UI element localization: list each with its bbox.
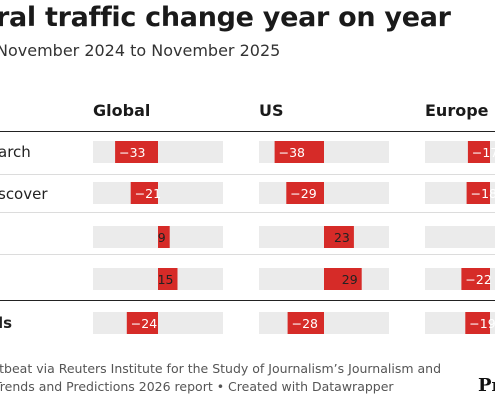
bar-us-2: [324, 226, 354, 248]
publisher-logo: Pr: [477, 375, 495, 396]
bar-us-0: [274, 141, 324, 163]
data-label-europe-3: −22: [465, 272, 491, 287]
bar-europe-4: [465, 312, 490, 334]
data-label-europe-0: −17: [472, 145, 495, 160]
bar-track: [425, 226, 495, 248]
column-header-us: US: [259, 101, 284, 120]
bar-europe-1: [466, 182, 490, 204]
bar-global-2: [158, 226, 170, 248]
row-label-discover: scover: [0, 185, 48, 203]
totals-divider: [0, 300, 495, 301]
column-header-global: Global: [93, 101, 151, 120]
header-divider: [0, 131, 495, 132]
column-header-europe: Europe: [425, 101, 489, 120]
bar-global-3: [158, 268, 178, 290]
data-label-global-2: 9: [158, 230, 166, 245]
row-divider: [0, 212, 495, 213]
bar-global-0: [115, 141, 158, 163]
bar-global-4: [126, 312, 158, 334]
data-label-global-4: −24: [131, 316, 157, 331]
source-footnote: rtbeat via Reuters Institute for the Stu…: [0, 360, 441, 396]
bar-us-1: [286, 182, 324, 204]
bar-global-1: [130, 182, 158, 204]
chart-title: ral traffic change year on year: [0, 2, 451, 33]
source-line-2: Trends and Predictions 2026 report • Cre…: [0, 379, 394, 394]
bar-europe-3: [461, 268, 490, 290]
data-label-global-3: 15: [158, 272, 174, 287]
data-label-us-0: −38: [279, 145, 305, 160]
data-label-global-0: −33: [119, 145, 145, 160]
data-label-us-3: 29: [342, 272, 358, 287]
bar-europe-0: [467, 141, 490, 163]
data-label-us-1: −29: [290, 186, 316, 201]
data-label-europe-4: −19: [469, 316, 495, 331]
source-line-1: rtbeat via Reuters Institute for the Stu…: [0, 361, 442, 376]
row-label-search: arch: [0, 143, 31, 161]
bar-us-4: [287, 312, 324, 334]
data-label-us-2: 23: [334, 230, 350, 245]
row-label-totals: ls: [0, 314, 13, 332]
data-label-europe-1: −18: [471, 186, 495, 201]
row-divider: [0, 254, 495, 255]
data-label-us-4: −28: [292, 316, 318, 331]
chart-subtitle: November 2024 to November 2025: [0, 41, 281, 60]
row-divider: [0, 174, 495, 175]
data-label-global-1: −21: [135, 186, 161, 201]
bar-us-3: [324, 268, 362, 290]
